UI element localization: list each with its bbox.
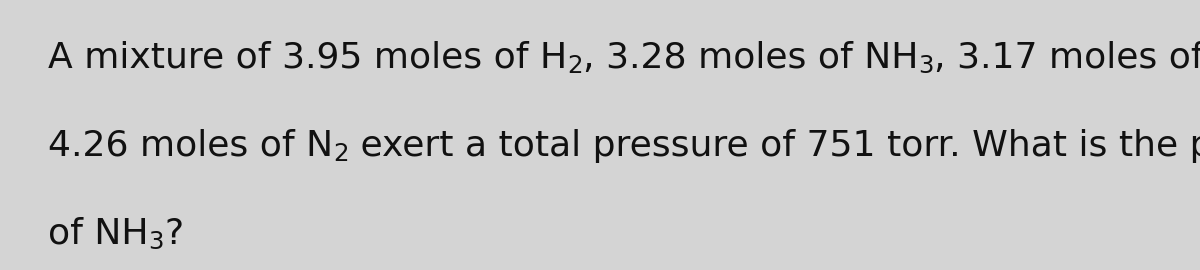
Text: 2: 2 [334,142,349,166]
Text: exert a total pressure of 751 torr. What is the partial pressure: exert a total pressure of 751 torr. What… [349,129,1200,163]
Text: , 3.28 moles of NH: , 3.28 moles of NH [583,41,918,75]
Text: of NH: of NH [48,217,149,251]
Text: 3: 3 [149,230,164,254]
Text: 2: 2 [568,54,583,78]
Text: , 3.17 moles of CO: , 3.17 moles of CO [934,41,1200,75]
Text: ?: ? [164,217,184,251]
Text: A mixture of 3.95 moles of H: A mixture of 3.95 moles of H [48,41,568,75]
Text: 3: 3 [918,54,934,78]
Text: 4.26 moles of N: 4.26 moles of N [48,129,334,163]
